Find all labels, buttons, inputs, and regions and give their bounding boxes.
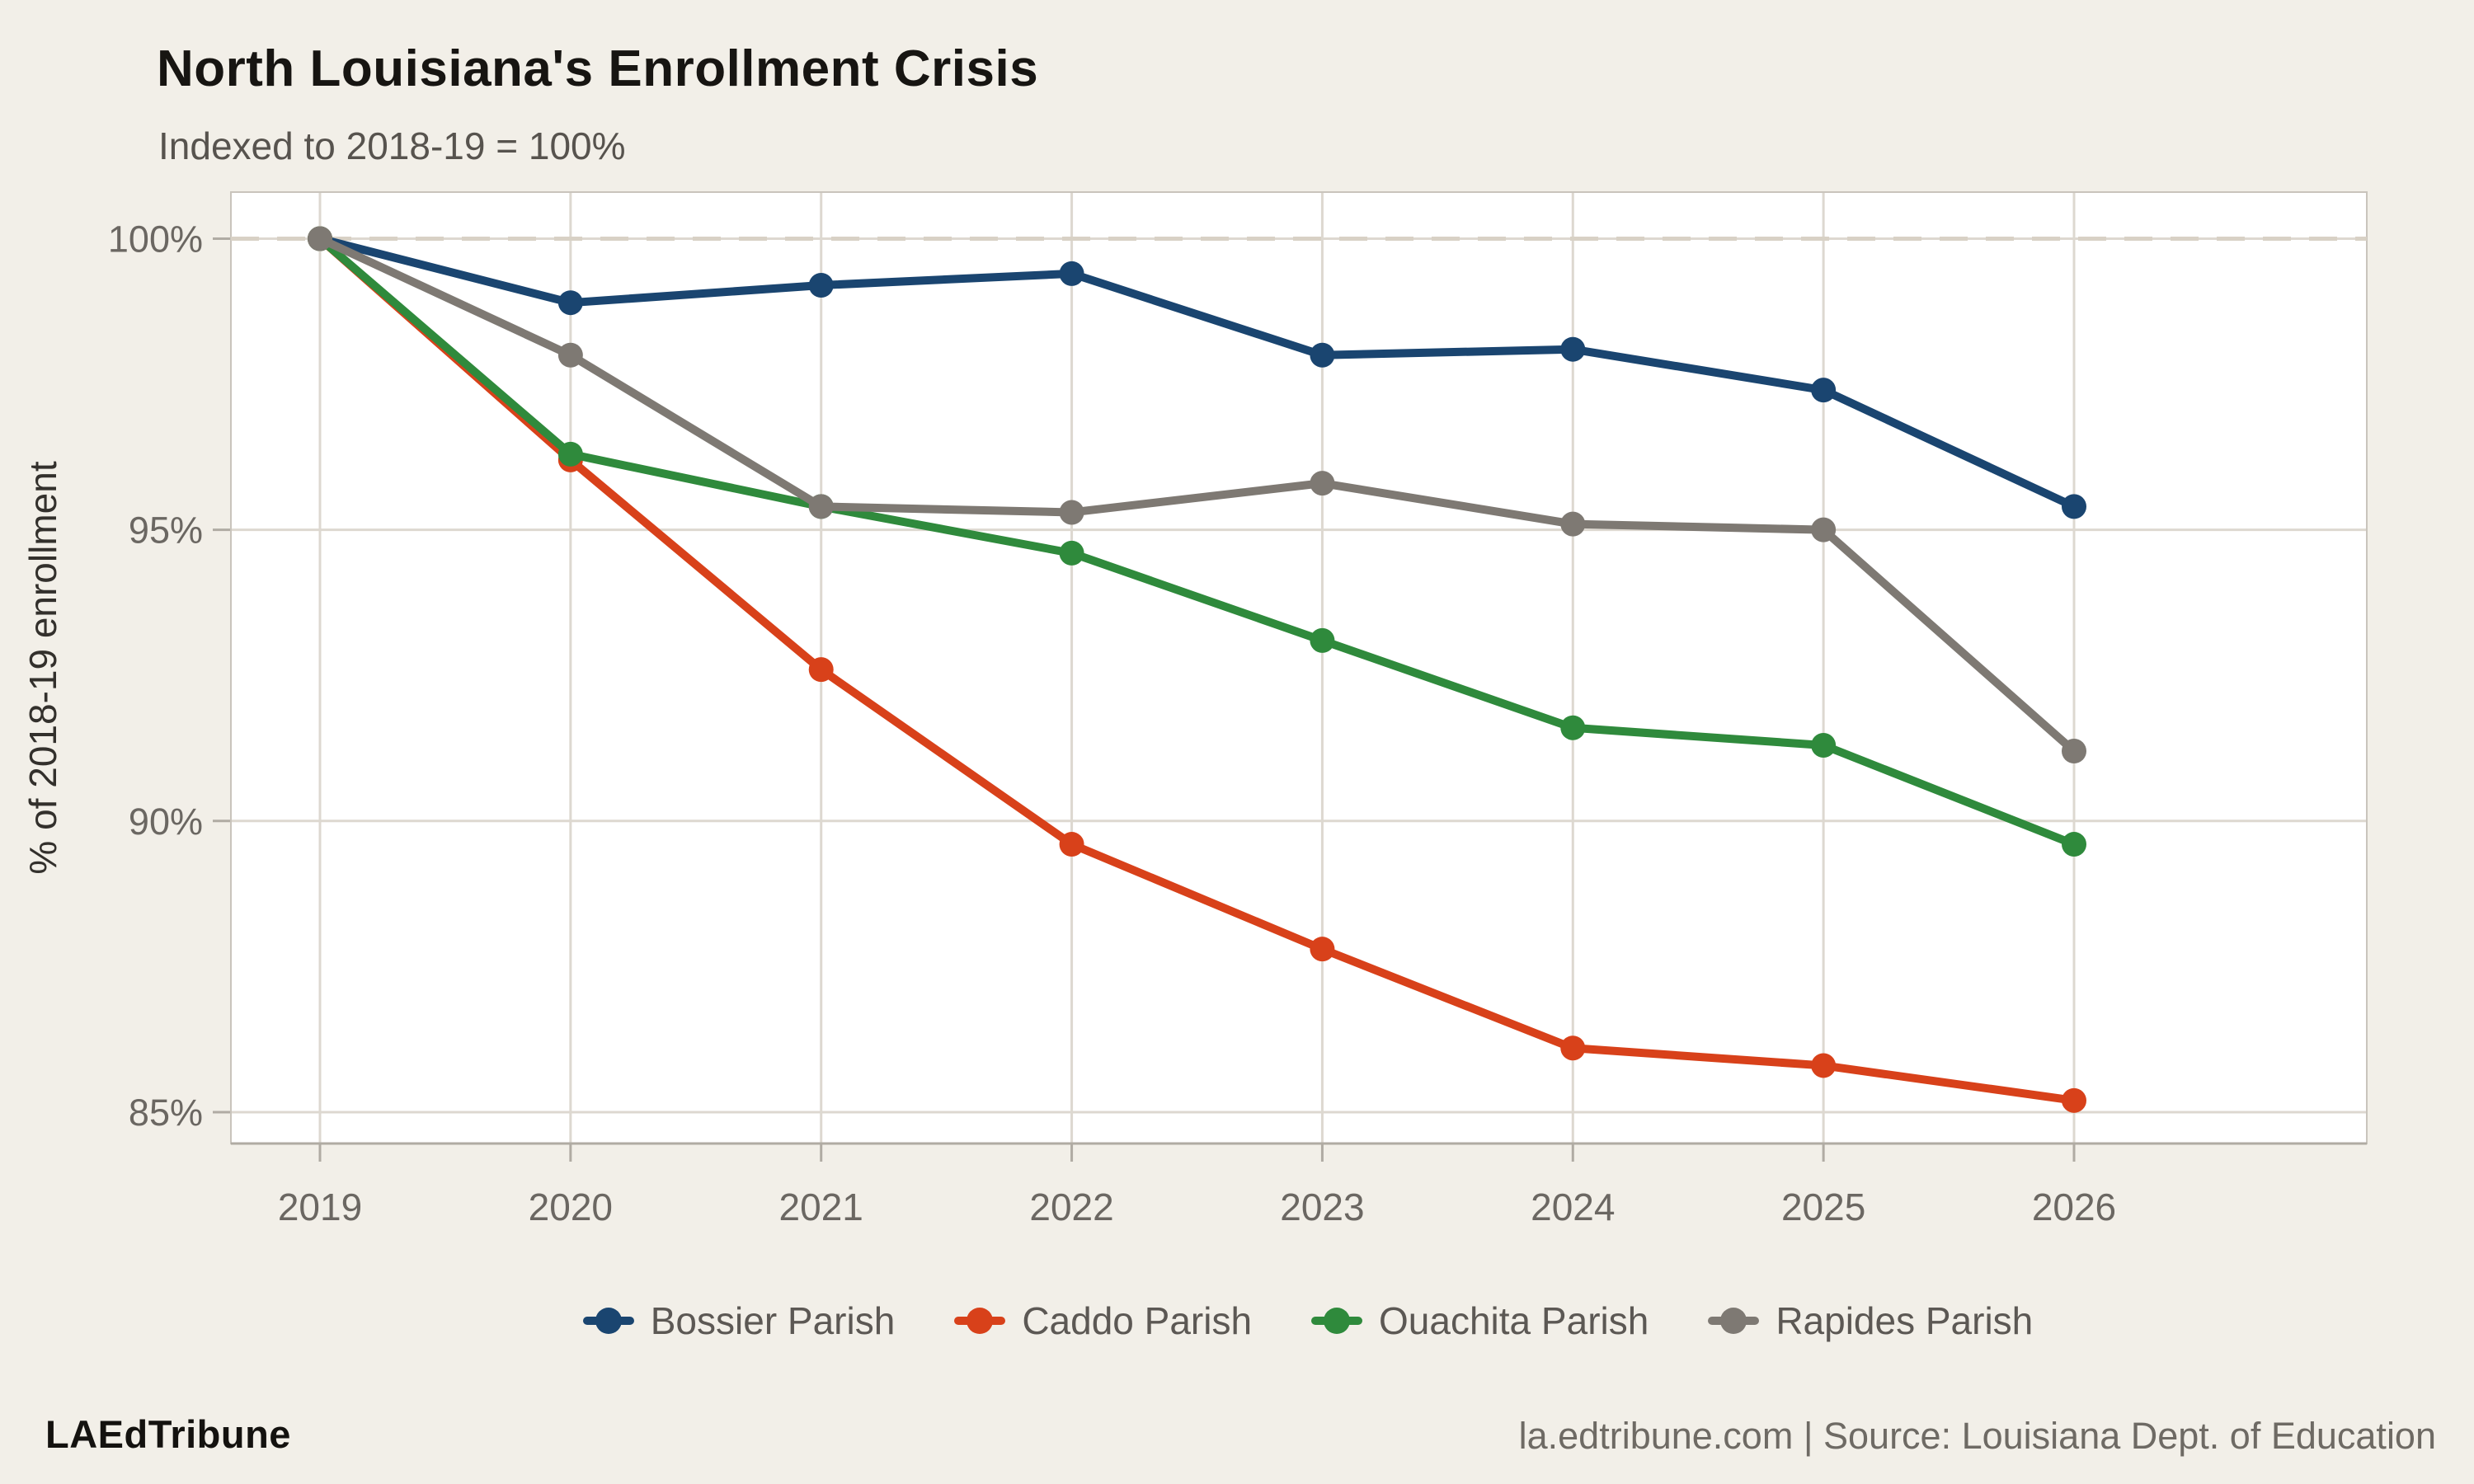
y-tick-label: 95% [129,510,203,552]
data-point-rapides-parish [1059,500,1084,525]
legend-label: Caddo Parish [1022,1299,1253,1342]
legend-label: Rapides Parish [1776,1299,2034,1342]
data-point-ouachita-parish [1310,627,1335,653]
legend-item-ouachita-parish: Ouachita Parish [1311,1298,1649,1343]
data-point-rapides-parish [2061,739,2086,764]
y-tick-label: 100% [108,218,203,261]
legend-marker-icon [1311,1307,1363,1335]
data-point-bossier-parish [2061,494,2086,519]
legend-item-bossier-parish: Bossier Parish [582,1298,896,1343]
data-point-caddo-parish [1560,1036,1586,1061]
series-line-rapides-parish [316,234,2078,756]
series-line-caddo-parish [316,234,2078,1105]
data-point-bossier-parish [1310,342,1335,368]
x-tick-label: 2020 [529,1186,613,1228]
data-point-caddo-parish [1811,1053,1837,1078]
data-point-ouachita-parish [2061,832,2086,857]
data-point-bossier-parish [1811,378,1837,403]
data-point-rapides-parish [1560,511,1586,537]
data-point-ouachita-parish [1560,715,1586,740]
chart-subtitle: Indexed to 2018-19 = 100% [158,124,626,167]
data-point-rapides-parish [557,342,583,368]
data-point-bossier-parish [808,273,834,298]
data-point-bossier-parish [1059,261,1084,286]
data-point-caddo-parish [1310,937,1335,962]
y-tick-label: 85% [129,1092,203,1134]
source-attribution: la.edtribune.com | Source: Louisiana Dep… [1518,1415,2436,1457]
data-point-ouachita-parish [1059,540,1084,566]
data-point-caddo-parish [1059,832,1084,857]
chart-title: North Louisiana's Enrollment Crisis [157,40,1039,97]
data-point-rapides-parish [1310,471,1335,496]
series-line-ouachita-parish [316,234,2078,849]
legend-label: Bossier Parish [650,1299,896,1342]
chart-legend: Bossier Parish Caddo Parish Ouachita Paris… [71,1288,2474,1354]
data-point-caddo-parish [2061,1087,2086,1113]
legend-marker-icon [954,1307,1006,1335]
y-tick-label: 90% [129,801,203,843]
data-point-caddo-parish [808,657,834,683]
x-tick-label: 2021 [779,1186,863,1228]
x-tick-label: 2025 [1781,1186,1865,1228]
data-point-ouachita-parish [557,441,583,467]
series-line-bossier-parish [316,234,2078,511]
plot-area [231,192,2367,1144]
data-point-rapides-parish [308,226,332,251]
x-tick-label: 2023 [1280,1186,1364,1228]
x-tick-label: 2026 [2032,1186,2116,1228]
x-tick-label: 2022 [1029,1186,1113,1228]
y-axis-title: % of 2018-19 enrollment [21,461,64,874]
legend-item-caddo-parish: Caddo Parish [954,1298,1252,1343]
legend-marker-icon [1708,1307,1760,1335]
data-point-bossier-parish [1560,336,1586,362]
brand-logo-text: LAEdTribune [45,1412,291,1456]
x-tick-label: 2024 [1531,1186,1615,1228]
data-point-bossier-parish [557,290,583,316]
legend-marker-icon [582,1307,634,1335]
legend-label: Ouachita Parish [1379,1299,1649,1342]
x-tick-label: 2019 [278,1186,362,1228]
data-point-rapides-parish [1811,517,1837,542]
legend-item-rapides-parish: Rapides Parish [1708,1298,2033,1343]
data-point-rapides-parish [808,494,834,519]
data-point-ouachita-parish [1811,732,1837,758]
